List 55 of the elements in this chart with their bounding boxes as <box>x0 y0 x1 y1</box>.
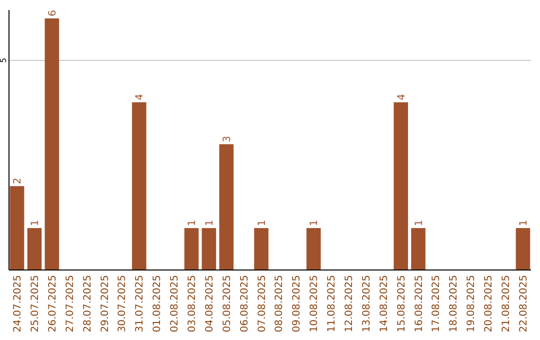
bar <box>44 18 60 270</box>
x-tick-label: 22.08.2025 <box>518 275 530 332</box>
bar <box>394 102 408 270</box>
x-tick-label: 10.08.2025 <box>309 275 320 332</box>
bar <box>254 228 268 270</box>
x-tick-label: 26.07.2025 <box>47 275 58 332</box>
data-label: 1 <box>518 220 530 226</box>
x-tick-label: 17.08.2025 <box>431 275 442 332</box>
y-tick-label: 5 <box>0 58 8 63</box>
x-tick-label: 31.07.2025 <box>134 275 146 332</box>
x-tick-label: 12.08.2025 <box>344 275 356 332</box>
x-tick-label: 25.07.2025 <box>30 275 41 332</box>
data-label: 1 <box>414 220 425 226</box>
x-tick-label: 14.08.2025 <box>378 275 390 332</box>
x-tick-label: 21.08.2025 <box>501 275 512 332</box>
x-tick-label: 11.08.2025 <box>326 275 338 332</box>
data-label: 2 <box>12 178 24 184</box>
x-tick-label: 27.07.2025 <box>64 275 76 332</box>
data-label: 1 <box>204 220 216 226</box>
data-label: 3 <box>222 136 233 142</box>
x-tick-label: 24.07.2025 <box>12 275 24 332</box>
bar <box>219 144 234 270</box>
bar <box>184 228 199 270</box>
x-tick-label: 05.08.2025 <box>222 275 233 332</box>
data-label: 6 <box>47 10 58 16</box>
x-tick-label: 07.08.2025 <box>256 275 268 332</box>
data-label: 1 <box>30 220 41 226</box>
x-tick-label: 13.08.2025 <box>361 275 372 332</box>
x-tick-label: 15.08.2025 <box>396 275 408 332</box>
x-tick-label: 01.08.2025 <box>152 275 164 332</box>
x-tick-label: 28.07.2025 <box>82 275 94 332</box>
x-tick-label: 20.08.2025 <box>484 275 495 332</box>
x-tick-label: 02.08.2025 <box>170 275 181 332</box>
data-label: 1 <box>186 220 198 226</box>
data-label: 4 <box>396 94 408 100</box>
data-label: 1 <box>256 220 268 226</box>
x-tick-label: 19.08.2025 <box>466 275 478 332</box>
x-tick-label: 06.08.2025 <box>239 275 250 332</box>
bar <box>132 102 146 270</box>
bar <box>306 228 321 270</box>
bar <box>202 228 216 270</box>
x-tick-label: 03.08.2025 <box>186 275 198 332</box>
data-label: 4 <box>134 94 146 100</box>
bar <box>10 186 24 270</box>
bar <box>516 228 530 270</box>
data-label: 1 <box>309 220 320 226</box>
x-tick-label: 30.07.2025 <box>117 275 128 332</box>
x-tick-label: 16.08.2025 <box>414 275 425 332</box>
x-tick-label: 29.07.2025 <box>100 275 111 332</box>
x-tick-label: 04.08.2025 <box>204 275 216 332</box>
x-tick-label: 08.08.2025 <box>274 275 286 332</box>
x-tick-label: 09.08.2025 <box>292 275 303 332</box>
bar <box>411 228 426 270</box>
bar <box>27 228 42 270</box>
x-tick-label: 18.08.2025 <box>448 275 460 332</box>
